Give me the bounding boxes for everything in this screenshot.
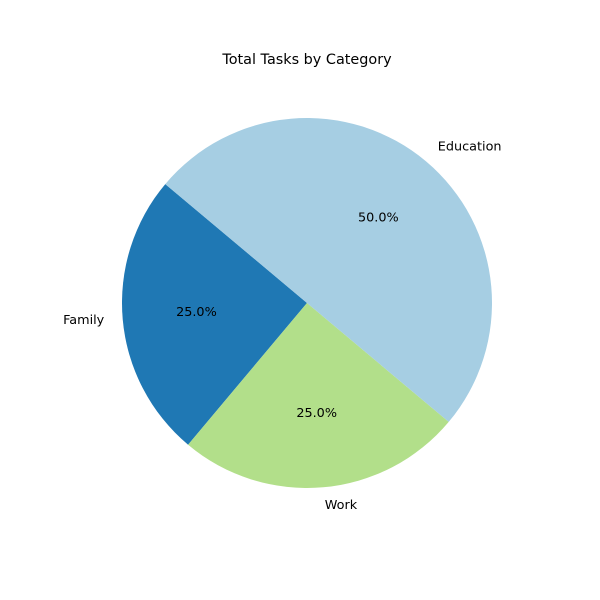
labels-layer: Family 25.0% Work 25.0% Education 50.0% xyxy=(63,140,501,514)
slices-layer xyxy=(121,117,493,489)
slice-label-family: Family xyxy=(63,313,105,328)
slice-pct-label-education: 50.0% xyxy=(358,210,399,225)
slice-pct-label-work: 25.0% xyxy=(296,406,337,421)
pie-slice-family xyxy=(121,184,307,445)
slice-pct-label-family: 25.0% xyxy=(176,305,217,320)
slice-label-work: Work xyxy=(325,498,358,513)
pie-slice-education xyxy=(165,117,493,422)
chart-title: Total Tasks by Category xyxy=(221,52,392,68)
slice-label-education: Education xyxy=(438,140,502,155)
pie-slice-work xyxy=(188,303,449,489)
